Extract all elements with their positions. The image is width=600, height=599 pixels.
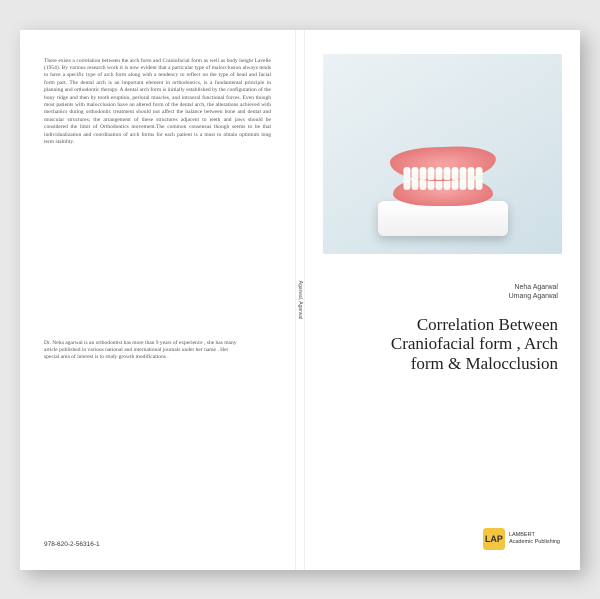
- abstract-text: There exists a correlation between the a…: [44, 58, 271, 147]
- isbn-code: 978-620-2-56316-1: [44, 541, 100, 548]
- publisher-block: LAP LAMBERT Academic Publishing: [483, 528, 560, 550]
- author-1: Neha Agarwal: [509, 283, 558, 292]
- hero-image: [323, 54, 562, 254]
- author-bio: Dr. Neha agarwal is an orthodontist has …: [44, 340, 244, 362]
- front-cover: Neha Agarwal Umang Agarwal Correlation B…: [305, 30, 580, 570]
- publisher-logo-icon: LAP: [483, 528, 505, 550]
- author-2: Umang Agarwal: [509, 292, 558, 301]
- book-title: Correlation Between Craniofacial form , …: [335, 315, 558, 374]
- publisher-line-2: Academic Publishing: [509, 539, 560, 545]
- title-line-2: Craniofacial form , Arch: [391, 334, 558, 353]
- spine-label: Agarwal, Agarwal: [297, 280, 303, 319]
- back-cover: There exists a correlation between the a…: [20, 30, 295, 570]
- publisher-name: LAMBERT Academic Publishing: [509, 532, 560, 544]
- spine: Agarwal, Agarwal: [295, 30, 305, 570]
- title-line-3: form & Malocclusion: [411, 354, 558, 373]
- book-spread: There exists a correlation between the a…: [20, 30, 580, 570]
- title-line-1: Correlation Between: [417, 315, 558, 334]
- author-names: Neha Agarwal Umang Agarwal: [509, 283, 558, 301]
- dental-model-illustration: [368, 131, 518, 236]
